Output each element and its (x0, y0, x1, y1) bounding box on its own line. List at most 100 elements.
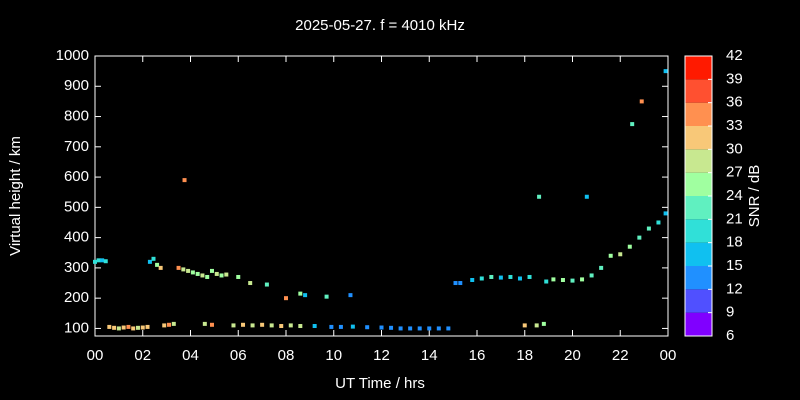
point (589, 273, 594, 278)
point (205, 274, 210, 279)
point (489, 274, 494, 279)
point (348, 293, 353, 298)
colorbar-band (685, 219, 712, 243)
point (181, 267, 186, 272)
y-tick-label: 1000 (56, 47, 89, 64)
point (417, 326, 422, 331)
point (236, 274, 241, 279)
point (570, 278, 575, 283)
point (329, 324, 334, 329)
x-tick-label: 02 (134, 347, 151, 364)
point (458, 281, 463, 286)
colorbar-tick-label: 33 (726, 117, 743, 134)
y-tick-label: 200 (64, 289, 89, 306)
colorbar-band (685, 102, 712, 126)
point (209, 268, 214, 273)
colorbar-tick-label: 27 (726, 164, 743, 181)
point (436, 326, 441, 331)
x-tick-label: 00 (660, 347, 677, 364)
point (398, 326, 403, 331)
point (479, 276, 484, 281)
point (470, 278, 475, 282)
point (639, 99, 644, 104)
point (147, 259, 152, 264)
point (269, 323, 274, 328)
x-tick-label: 14 (421, 347, 438, 364)
point (537, 194, 542, 199)
x-axis-label: UT Time / hrs (335, 375, 425, 392)
point (338, 324, 343, 329)
point (408, 326, 413, 331)
point (637, 235, 642, 240)
point (126, 324, 131, 329)
y-tick-label: 400 (64, 229, 89, 246)
point (527, 274, 532, 279)
point (107, 324, 112, 329)
point (158, 265, 163, 270)
colorbar-tick-label: 9 (726, 304, 734, 321)
point (663, 211, 668, 216)
point (140, 325, 145, 330)
point (656, 220, 661, 225)
point (298, 324, 303, 329)
colorbar-band (685, 149, 712, 173)
point (630, 122, 635, 127)
x-tick-label: 22 (612, 347, 629, 364)
colorbar-tick-label: 18 (726, 234, 743, 251)
point (162, 323, 167, 328)
point (517, 276, 522, 281)
y-tick-label: 800 (64, 108, 89, 125)
colorbar-label: SNR / dB (746, 165, 763, 228)
colorbar-tick-label: 39 (726, 70, 743, 87)
point (522, 323, 527, 328)
colorbar-tick-label: 42 (726, 47, 743, 64)
point (219, 273, 224, 278)
point (446, 326, 451, 331)
point (508, 274, 513, 279)
point (195, 271, 200, 276)
point (167, 322, 172, 327)
point (279, 324, 284, 329)
point (155, 262, 160, 267)
point (250, 323, 255, 328)
colorbar-band (685, 79, 712, 103)
point (112, 325, 117, 330)
colorbar-band (685, 56, 712, 80)
point (551, 277, 556, 282)
point (599, 265, 604, 270)
point (303, 293, 308, 298)
point (200, 273, 205, 278)
colorbar-band (685, 266, 712, 290)
point (365, 325, 370, 330)
point (209, 322, 214, 327)
point (241, 322, 246, 327)
point (534, 323, 539, 328)
colorbar-band (685, 196, 712, 220)
point (646, 226, 651, 231)
x-tick-label: 08 (278, 347, 295, 364)
point (580, 277, 585, 282)
x-tick-label: 16 (469, 347, 486, 364)
point (103, 259, 108, 264)
point (618, 252, 623, 257)
point (379, 325, 384, 330)
colorbar-band (685, 289, 712, 313)
point (288, 323, 293, 328)
y-tick-label: 100 (64, 319, 89, 336)
point (264, 282, 269, 287)
point (284, 296, 288, 301)
x-tick-label: 20 (564, 347, 581, 364)
colorbar-band (685, 172, 712, 196)
point (116, 326, 121, 331)
point (176, 265, 181, 270)
point (93, 259, 97, 264)
colorbar-tick-label: 24 (726, 187, 743, 204)
y-tick-label: 500 (64, 198, 89, 215)
x-tick-label: 06 (230, 347, 247, 364)
point (453, 281, 458, 286)
point (298, 291, 303, 296)
point (427, 326, 432, 331)
point (544, 279, 549, 284)
y-tick-label: 300 (64, 259, 89, 276)
